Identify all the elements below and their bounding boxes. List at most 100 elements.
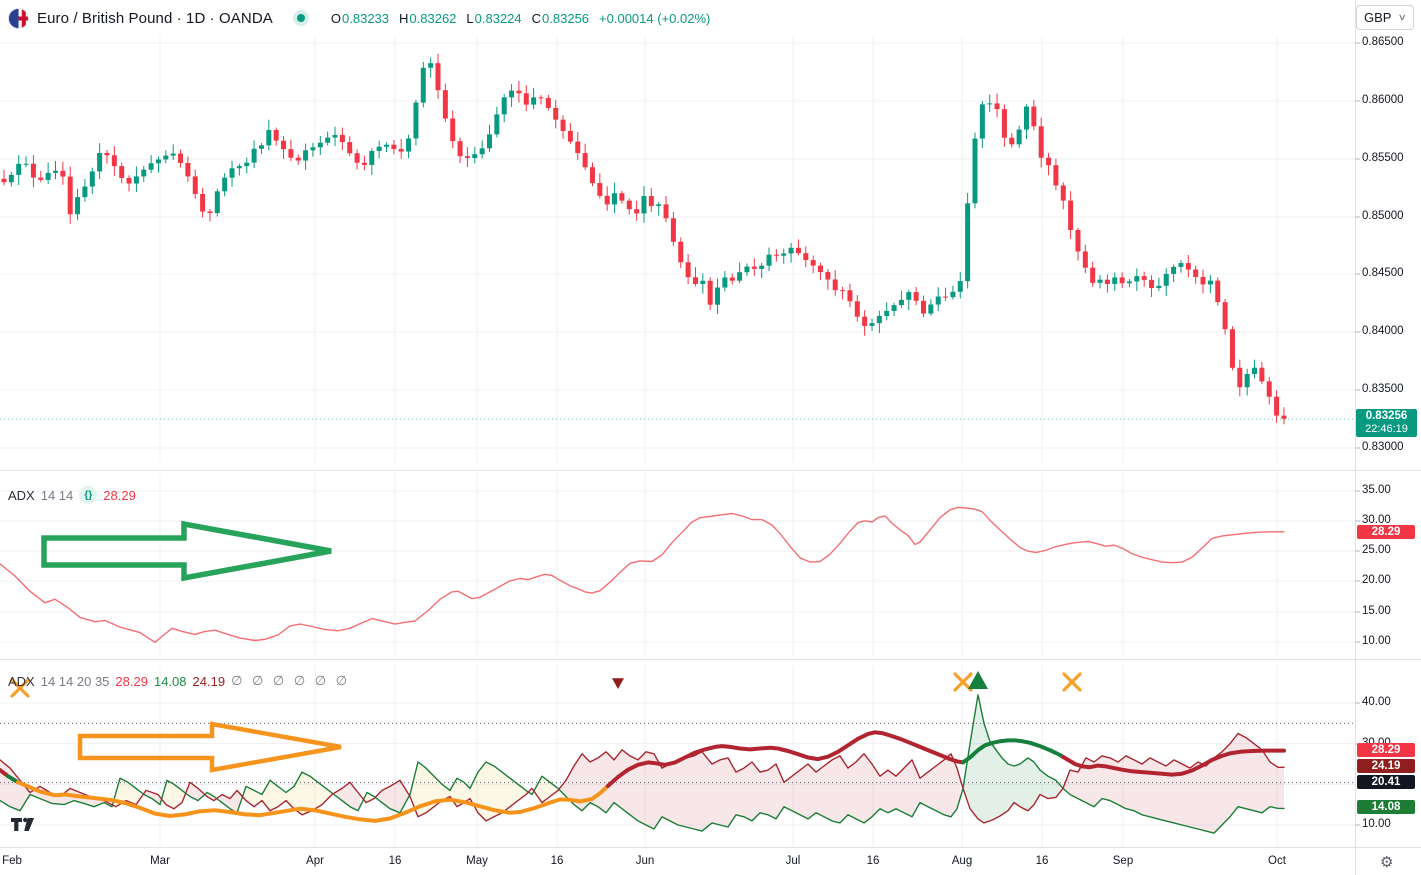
candle-body: [420, 67, 426, 103]
candle-body: [979, 104, 985, 139]
chart-header: Euro / British Pound · 1D · OANDA O0.832…: [8, 5, 710, 31]
adx2-adx-value: 28.29: [115, 673, 148, 689]
adx2-badge-plus-di: 14.08: [1357, 800, 1415, 814]
close-label: C: [531, 10, 542, 26]
candle-body: [545, 97, 551, 108]
candle-body: [450, 118, 456, 142]
source-code-icon[interactable]: {}: [79, 486, 98, 504]
candle-body: [178, 153, 184, 163]
x-marker-icon: [953, 672, 973, 692]
ohlc-readout: O0.83233 H0.83262 L0.83224 C0.83256 +0.0…: [331, 11, 710, 26]
adx1-axis-label: 15.00: [1362, 605, 1391, 617]
time-axis-label: Mar: [150, 855, 170, 867]
candle-body: [692, 277, 698, 284]
candle-body: [869, 323, 875, 326]
adx1-axis-label: 30.00: [1362, 514, 1391, 526]
candle-body: [1156, 285, 1162, 289]
candle-body: [30, 163, 36, 178]
candle-body: [354, 153, 360, 163]
candle-body: [281, 140, 287, 150]
candle-body: [295, 157, 301, 161]
di-fill-region: [964, 704, 1060, 823]
adx1-axis-label: 10.00: [1362, 635, 1391, 647]
candle-body: [553, 107, 559, 120]
candle-body: [413, 102, 419, 139]
di-fill-region: [1064, 734, 1284, 833]
candle-body: [516, 90, 522, 94]
tradingview-logo[interactable]: [10, 815, 40, 833]
candle-body: [207, 211, 213, 214]
adx2-legend[interactable]: ADX 14 14 20 35 28.29 14.08 24.19 ∅ ∅ ∅ …: [8, 673, 350, 689]
candle-body: [1266, 381, 1272, 397]
candle-body: [884, 310, 890, 316]
candle-body: [906, 292, 912, 300]
chevron-down-icon: ∨: [1398, 12, 1408, 22]
candle-body: [89, 171, 95, 187]
di-fill-region: [364, 793, 372, 802]
time-axis-label: 16: [1035, 855, 1049, 867]
green-arrow-annotation[interactable]: [41, 520, 332, 582]
adx2-plus-di-value: 14.08: [153, 673, 187, 689]
time-axis-label: Oct: [1268, 855, 1286, 867]
candle-body: [670, 218, 676, 242]
gear-icon[interactable]: ⚙: [1380, 854, 1394, 871]
candle-body: [361, 162, 367, 165]
adx2-line-segment: [1061, 748, 1286, 777]
candle-body: [1104, 279, 1110, 284]
candle-body: [656, 204, 662, 206]
candle-body: [1038, 126, 1044, 158]
candle-body: [428, 63, 434, 68]
candle-body: [1, 178, 7, 183]
candle-body: [60, 170, 66, 177]
candle-body: [185, 162, 191, 177]
candle-body: [589, 167, 595, 184]
open-label: O: [330, 10, 342, 26]
candle-body: [339, 134, 345, 143]
candle-body: [391, 144, 397, 149]
time-axis-label: Feb: [2, 855, 22, 867]
candle-body: [1016, 129, 1022, 145]
currency-dropdown[interactable]: GBP ∨: [1356, 5, 1414, 30]
candle-body: [45, 172, 51, 180]
di-fill-region: [560, 751, 960, 831]
candle-body: [16, 163, 22, 175]
candle-body: [523, 93, 529, 105]
candle-body: [82, 186, 88, 198]
candle-body: [303, 150, 309, 161]
candle-body: [604, 195, 610, 205]
candle-body: [531, 97, 537, 105]
orange-arrow-annotation[interactable]: [77, 721, 342, 773]
candle-body: [464, 156, 470, 159]
di-fill-region: [412, 763, 528, 820]
adx2-badge-adx: 28.29: [1357, 743, 1415, 757]
candle-body: [597, 183, 603, 196]
candle-body: [766, 254, 772, 266]
symbol-title[interactable]: Euro / British Pound · 1D · OANDA: [37, 9, 273, 27]
candle-body: [987, 103, 993, 105]
candle-body: [715, 287, 721, 305]
price-axis-label: 0.84000: [1362, 325, 1404, 337]
candle-body: [634, 209, 640, 214]
time-axis-label: Apr: [306, 855, 324, 867]
high-label: H: [399, 10, 409, 26]
candle-body: [229, 168, 235, 178]
candle-body: [1185, 263, 1191, 270]
adx1-name: ADX: [8, 487, 35, 503]
market-status-icon[interactable]: [292, 10, 309, 26]
candle-body: [1068, 200, 1074, 230]
candle-body: [781, 253, 787, 256]
adx1-legend[interactable]: ADX 14 14 {} 28.29: [8, 486, 136, 504]
candle-body: [1244, 374, 1250, 388]
low-label: L: [466, 10, 474, 26]
candle-body: [1031, 106, 1037, 127]
adx2-badge-key-level: 20.41: [1357, 775, 1415, 789]
candle-body: [23, 163, 29, 165]
candle-body: [155, 159, 161, 164]
high-value: 0.83262: [409, 10, 457, 26]
x-marker-icon: [10, 678, 30, 698]
candle-body: [244, 162, 250, 167]
candle-body: [509, 90, 515, 98]
di-fill-region: [188, 783, 204, 800]
adx2-line-segment: [606, 730, 965, 788]
